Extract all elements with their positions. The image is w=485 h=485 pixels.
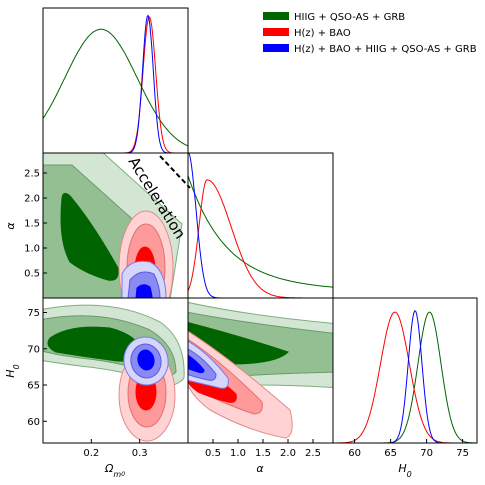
axis-labels: 0.2 0.3 0.5 1.0 1.5 2.0 2.5 60 65 70 75 0.5 1.0 1.5 2.… [4, 169, 469, 479]
panel-om-alpha [42, 152, 189, 299]
x-tick-label: 0.2 [83, 448, 99, 459]
x-tick-label: 75 [456, 448, 469, 459]
legend-swatch-red [263, 28, 289, 36]
curve-hiig-qso-grb [188, 175, 333, 288]
panel-h0-marginal [332, 297, 478, 444]
panel-om-h0 [42, 297, 189, 444]
contour-blue-2sigma [188, 348, 217, 381]
x-axis-label-h0: H0 [398, 462, 411, 479]
y-axis-label-alpha: α [4, 222, 17, 230]
panel-frame [42, 7, 189, 154]
legend-label-red: H(z) + BAO [294, 28, 351, 39]
legend-swatch-blue [263, 44, 289, 52]
x-axis-label-om: Ωm0 [104, 462, 125, 479]
curve-combined [188, 153, 333, 298]
curve-hiig-qso-grb [43, 28, 188, 147]
x-tick-label: 2.5 [305, 448, 321, 459]
panel-frame [332, 297, 478, 444]
x-tick-label: 0.3 [132, 448, 148, 459]
curve-hz-bao [333, 311, 477, 443]
y-tick-label: 0.5 [24, 269, 40, 280]
x-axis-label-alpha: α [256, 462, 264, 475]
x-tick-label: 70 [420, 448, 433, 459]
y-tick-label: 2.5 [24, 169, 40, 180]
x-tick-label: 65 [384, 448, 397, 459]
x-tick-label: 1.5 [255, 448, 271, 459]
y-tick-label: 60 [27, 417, 40, 428]
x-tick-label: 0.5 [205, 448, 221, 459]
y-axis-label-h0: H0 [4, 364, 21, 377]
x-tick-label: 1.0 [230, 448, 246, 459]
legend-label-blue: H(z) + BAO + HIIG + QSO-AS + GRB [294, 44, 477, 55]
legend: HIIG + QSO-AS + GRB H(z) + BAO H(z) + BA… [263, 12, 477, 55]
x-tick-label: 2.0 [280, 448, 296, 459]
curve-hz-bao [43, 16, 188, 153]
legend-swatch-green [263, 12, 289, 20]
y-tick-label: 1.5 [24, 219, 40, 230]
y-tick-label: 2.0 [24, 194, 40, 205]
contour-blue-1sigma [188, 354, 205, 374]
y-tick-label: 75 [27, 308, 40, 319]
y-tick-label: 70 [27, 344, 40, 355]
y-tick-label: 65 [27, 381, 40, 392]
y-tick-label: 1.0 [24, 244, 40, 255]
panel-om-marginal [42, 7, 189, 154]
x-tick-label: 60 [348, 448, 361, 459]
panel-frame [187, 152, 334, 299]
legend-label-green: HIIG + QSO-AS + GRB [294, 12, 405, 23]
panel-alpha-marginal [187, 152, 334, 299]
curve-hz-bao [188, 179, 333, 298]
contour-green-1sigma [60, 192, 119, 281]
curve-combined [333, 309, 477, 443]
contour-blue-1sigma [135, 284, 153, 298]
contour-blue-1sigma [137, 349, 155, 371]
curve-combined [43, 14, 188, 153]
acceleration-line [159, 155, 191, 189]
curve-hiig-qso-grb [333, 311, 477, 443]
panel-alpha-h0 [187, 297, 334, 444]
